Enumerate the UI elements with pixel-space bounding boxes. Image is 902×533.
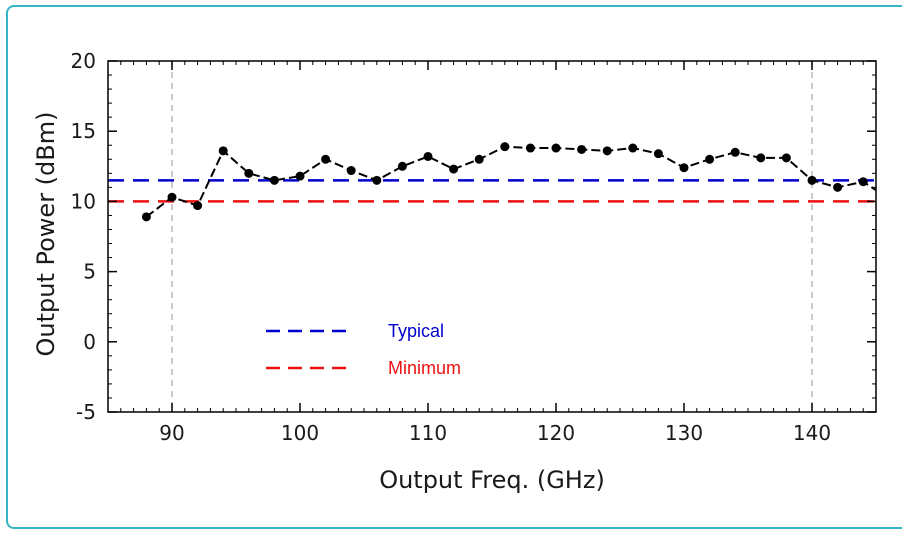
data-point bbox=[756, 153, 766, 163]
x-tick-label: 100 bbox=[281, 421, 319, 445]
data-series bbox=[141, 142, 877, 222]
x-tick-label: 120 bbox=[537, 421, 575, 445]
plot-area-border bbox=[107, 60, 877, 413]
data-point bbox=[269, 175, 279, 185]
data-point bbox=[551, 143, 561, 153]
y-tick-label: 10 bbox=[71, 189, 96, 213]
x-tick-label: 130 bbox=[665, 421, 703, 445]
x-tick-labels: 90 100 110 120 130 140 bbox=[159, 421, 831, 445]
x-tick-label: 110 bbox=[409, 421, 447, 445]
data-point bbox=[807, 175, 817, 185]
data-point bbox=[730, 147, 740, 157]
data-point bbox=[500, 142, 510, 152]
legend-minimum-label: Minimum bbox=[388, 358, 461, 378]
data-point bbox=[218, 146, 228, 156]
data-point bbox=[833, 182, 843, 192]
data-point bbox=[295, 171, 305, 181]
chart-frame bbox=[6, 5, 902, 529]
data-point bbox=[525, 143, 535, 153]
y-tick-label: 20 bbox=[71, 49, 96, 73]
data-point bbox=[423, 151, 433, 161]
data-point bbox=[167, 192, 177, 202]
data-point bbox=[628, 143, 638, 153]
data-point bbox=[577, 144, 587, 154]
minor-ticks bbox=[107, 60, 877, 413]
y-tick-label: 0 bbox=[83, 330, 96, 354]
data-point bbox=[346, 166, 356, 176]
data-point bbox=[397, 161, 407, 171]
data-point bbox=[653, 149, 663, 159]
data-point bbox=[705, 154, 715, 164]
data-point bbox=[244, 168, 254, 178]
data-point bbox=[474, 154, 484, 164]
reference-lines bbox=[108, 179, 876, 203]
legend: Typical Minimum bbox=[266, 321, 461, 378]
data-point bbox=[372, 175, 382, 185]
data-point bbox=[321, 154, 331, 164]
x-tick-label: 140 bbox=[793, 421, 831, 445]
y-tick-label: 5 bbox=[83, 260, 96, 284]
data-point bbox=[141, 212, 151, 222]
x-axis-title: Output Freq. (GHz) bbox=[379, 466, 605, 494]
vertical-marker-lines bbox=[171, 61, 813, 412]
y-tick-label: -5 bbox=[76, 400, 96, 424]
legend-typical-label: Typical bbox=[388, 321, 444, 341]
y-tick-labels: -5 0 5 10 15 20 bbox=[71, 49, 96, 424]
data-point bbox=[679, 163, 689, 173]
x-tick-label: 90 bbox=[159, 421, 184, 445]
data-point bbox=[449, 164, 459, 174]
data-point bbox=[781, 153, 791, 163]
data-point bbox=[602, 146, 612, 156]
y-axis-title: Output Power (dBm) bbox=[32, 112, 60, 357]
series-line bbox=[145, 145, 877, 218]
y-tick-label: 15 bbox=[71, 119, 96, 143]
major-ticks bbox=[108, 60, 876, 413]
data-point bbox=[193, 201, 203, 211]
data-point bbox=[858, 177, 868, 187]
